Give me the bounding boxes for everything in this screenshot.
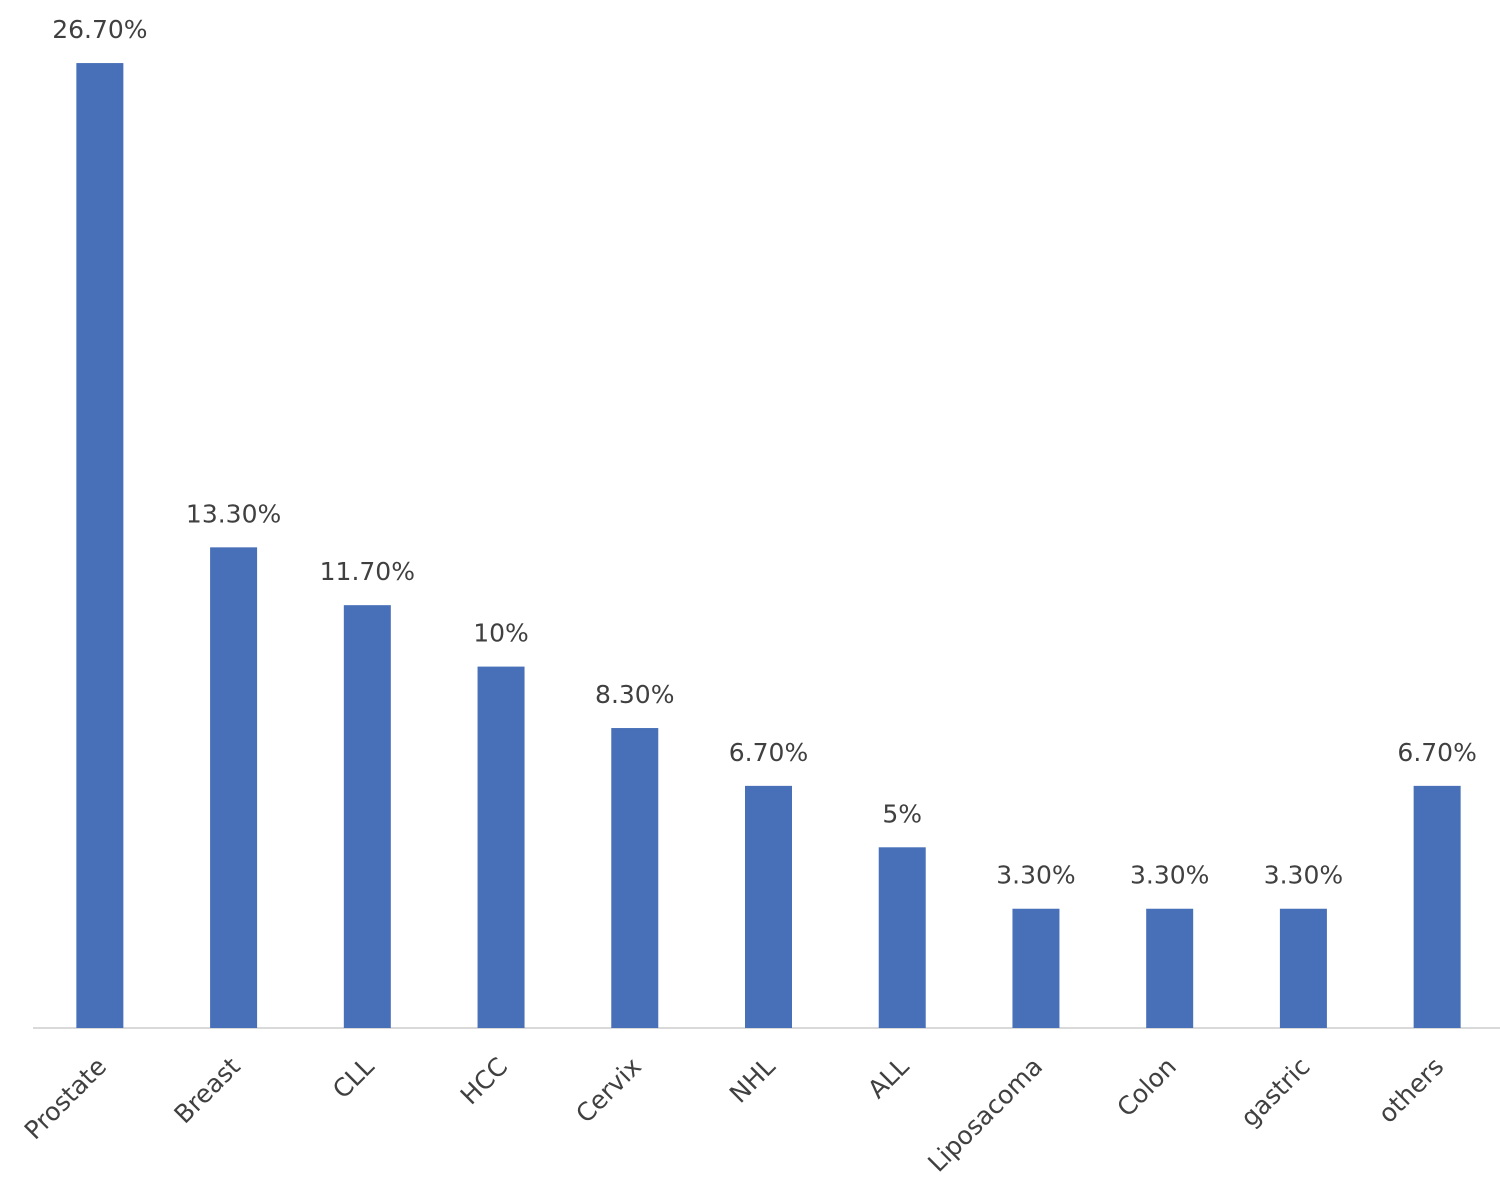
x-tick-label: others xyxy=(1373,1052,1450,1129)
bar xyxy=(343,605,391,1028)
data-label: 5% xyxy=(882,799,922,828)
x-tick-label: HCC xyxy=(455,1052,513,1110)
data-label: 11.70% xyxy=(320,557,415,586)
x-tick-label: Breast xyxy=(168,1052,246,1130)
data-label: 6.70% xyxy=(729,738,808,767)
bar xyxy=(210,547,258,1028)
bar xyxy=(477,666,525,1028)
x-tick-label: Liposacoma xyxy=(922,1052,1048,1178)
data-label: 3.30% xyxy=(1264,861,1343,890)
bar xyxy=(76,63,124,1028)
data-label: 26.70% xyxy=(52,15,147,44)
bar xyxy=(1279,908,1327,1028)
x-tick-label: gastric xyxy=(1235,1052,1316,1133)
x-tick-label: Colon xyxy=(1111,1052,1182,1123)
x-tick-label: ALL xyxy=(862,1052,914,1104)
bar xyxy=(611,728,659,1028)
x-tick-label: NHL xyxy=(724,1052,781,1109)
data-label: 3.30% xyxy=(996,861,1075,890)
data-label: 3.30% xyxy=(1130,861,1209,890)
data-label: 8.30% xyxy=(595,680,674,709)
data-label: 6.70% xyxy=(1397,738,1476,767)
data-label: 13.30% xyxy=(186,499,281,528)
x-tick-label: CLL xyxy=(327,1052,380,1105)
bar xyxy=(745,785,792,1028)
bar xyxy=(878,847,926,1028)
bar xyxy=(1012,908,1060,1028)
bar xyxy=(1413,785,1461,1028)
data-label: 10% xyxy=(473,619,529,648)
x-tick-label: Prostate xyxy=(19,1052,112,1145)
bar xyxy=(1146,908,1194,1028)
x-tick-label: Cervix xyxy=(570,1052,647,1129)
